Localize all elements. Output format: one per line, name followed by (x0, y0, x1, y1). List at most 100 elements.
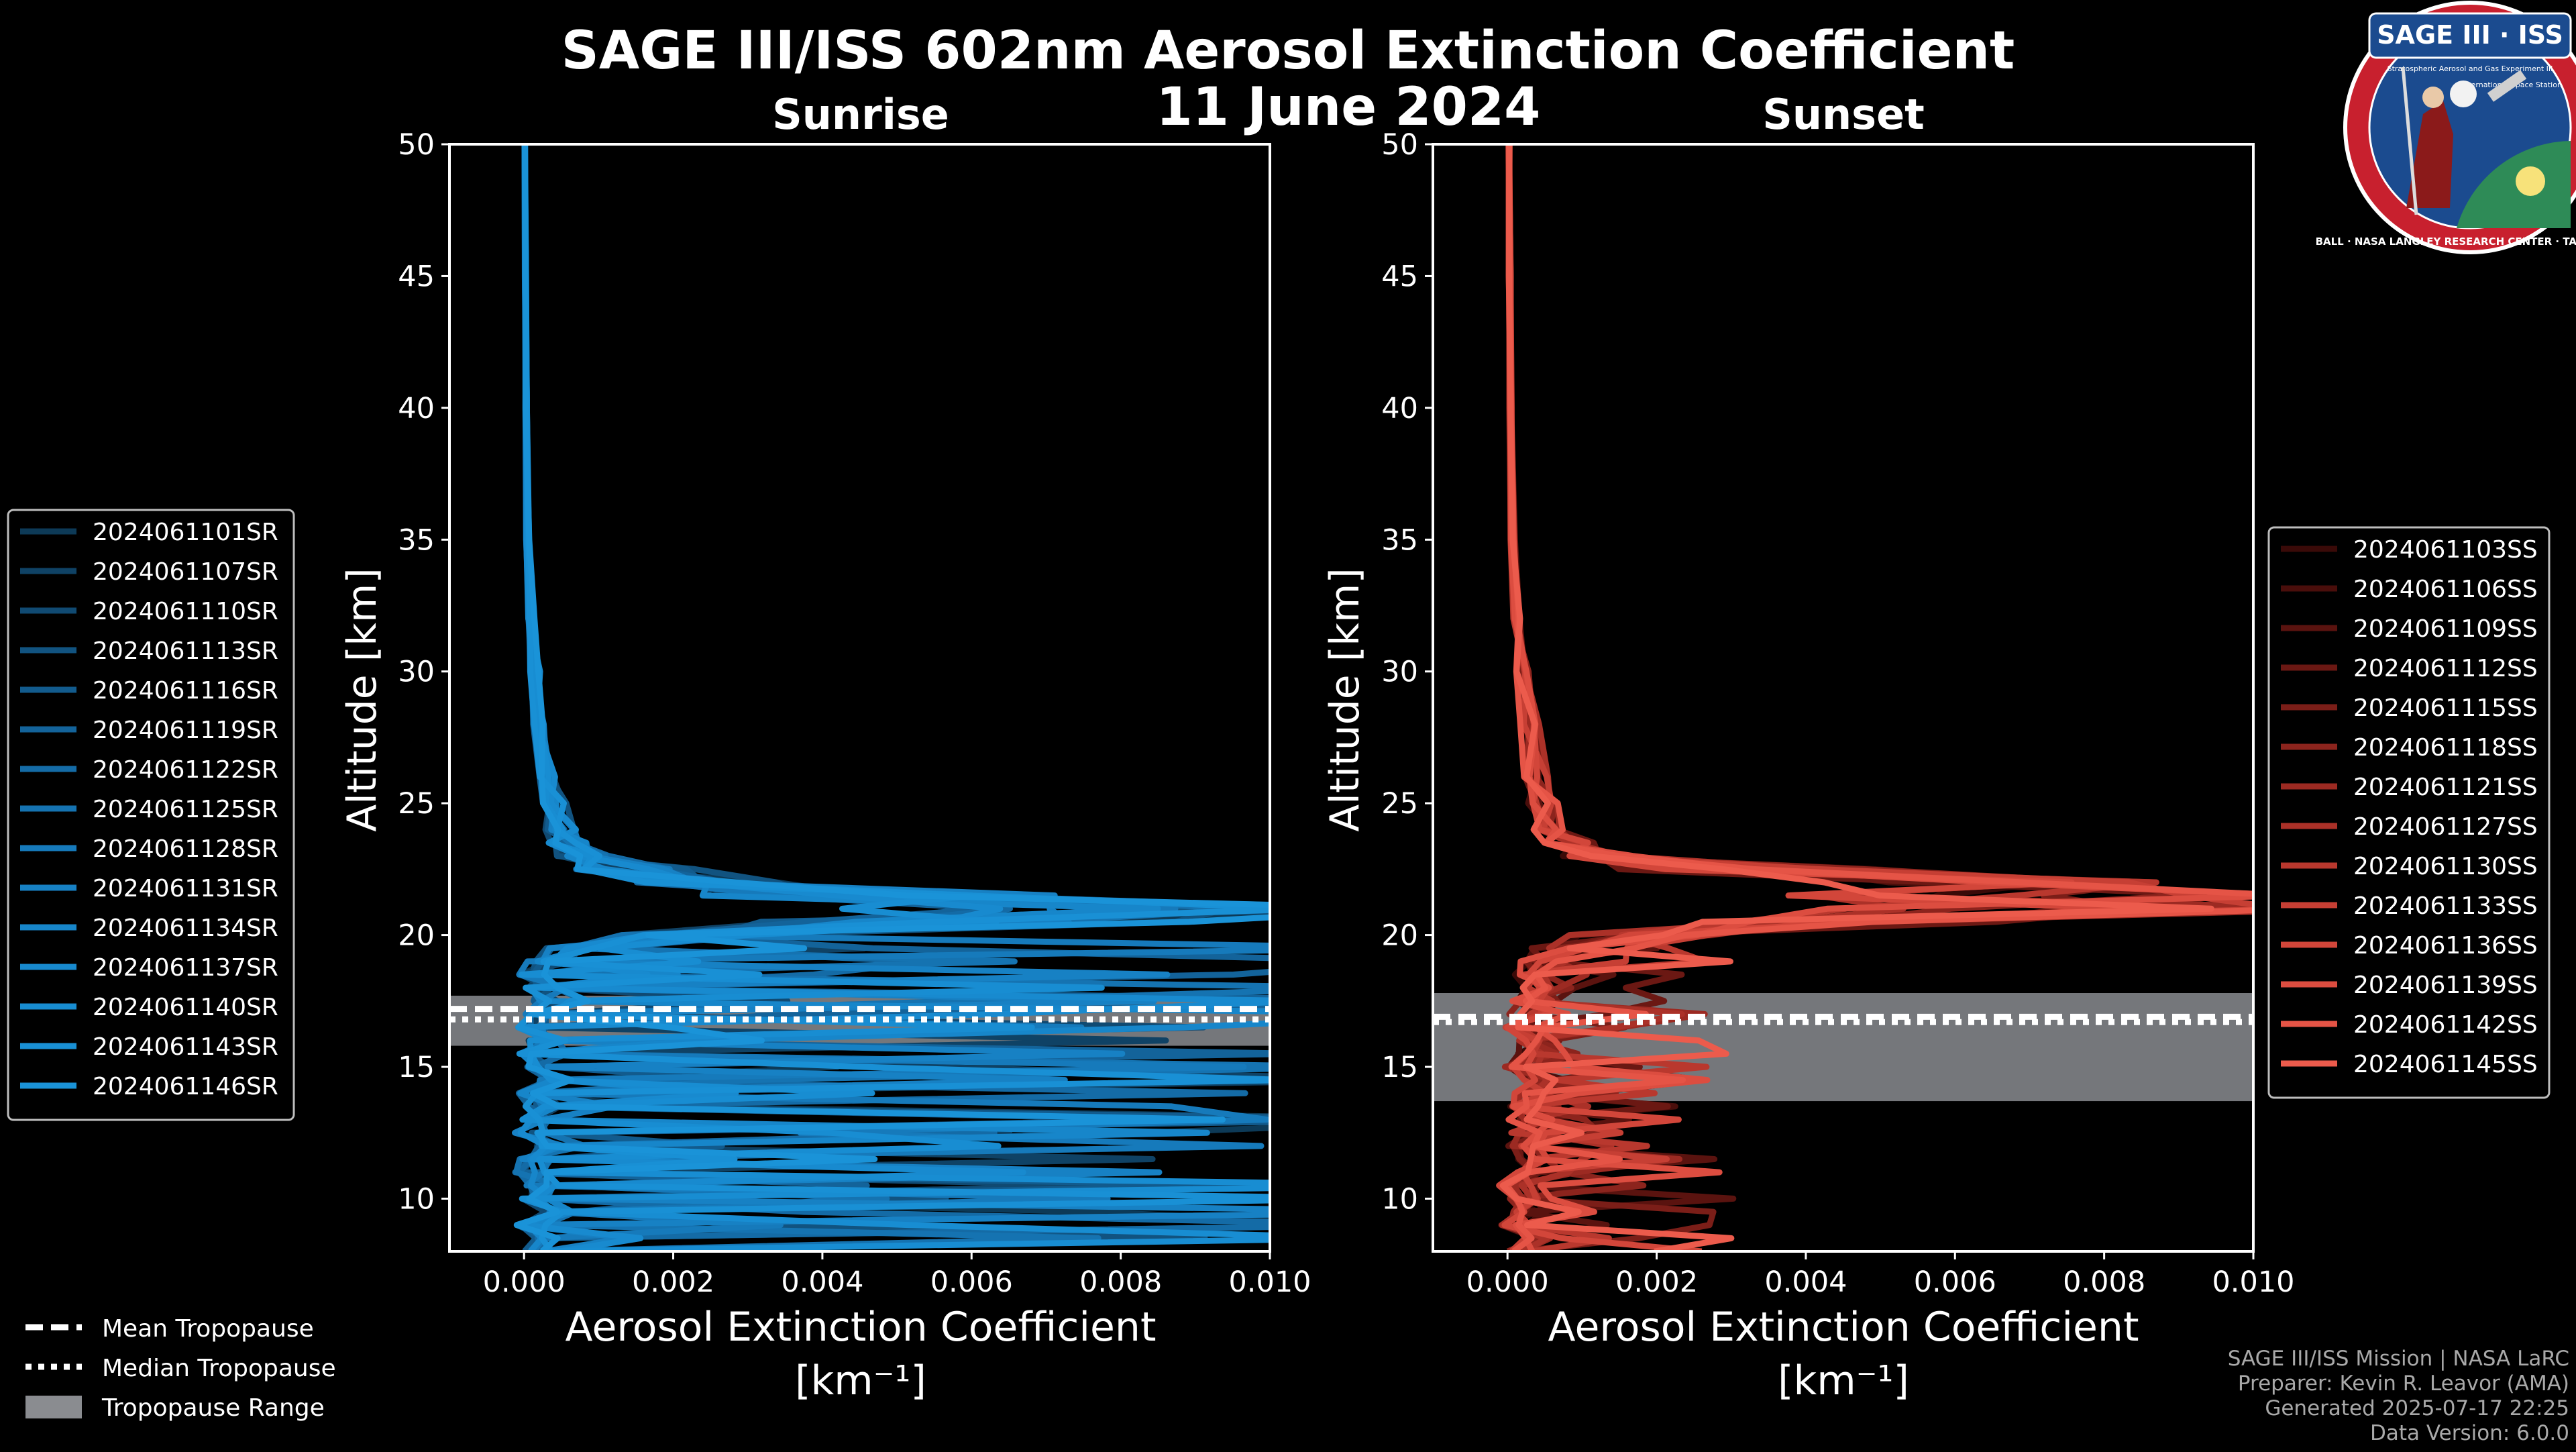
y-tick-label: 35 (1381, 523, 1418, 557)
credits-block: SAGE III/ISS Mission | NASA LaRC Prepare… (2228, 1347, 2569, 1445)
y-tick-label: 20 (398, 919, 435, 953)
legend-label: 2024061121SS (2353, 774, 2538, 801)
tropopause-range-label: Tropopause Range (101, 1394, 325, 1422)
x-tick-label: 0.000 (483, 1265, 566, 1299)
legend-label: 2024061133SS (2353, 892, 2538, 920)
x-tick-label: 0.006 (1914, 1265, 1996, 1299)
legend-label: 2024061110SR (93, 598, 278, 625)
legend-label: 2024061146SR (93, 1073, 278, 1100)
series-line-2024061145SS (1499, 144, 2214, 1251)
iss-station-icon (2487, 70, 2527, 102)
legend-label: 2024061103SS (2353, 536, 2538, 564)
sunset-x-axis-label: Aerosol Extinction Coefficient (1548, 1304, 2139, 1351)
legend-label: 2024061113SR (93, 637, 278, 665)
legend-label: 2024061112SS (2353, 655, 2538, 682)
legend-label: 2024061122SR (93, 756, 278, 784)
legend-label: 2024061136SS (2353, 932, 2538, 960)
earth-limb-icon (2457, 141, 2571, 228)
series-line-2024061146SR (513, 144, 1270, 1251)
legend-label: 2024061142SS (2353, 1011, 2538, 1039)
legend-label: 2024061127SS (2353, 813, 2538, 841)
y-tick-label: 45 (1381, 260, 1418, 293)
legend-label: 2024061134SR (93, 915, 278, 942)
y-tick-label: 10 (398, 1182, 435, 1216)
sunrise-legend: 2024061101SR 2024061107SR 2024061110SR 2024… (7, 509, 295, 1121)
legend-label: 2024061118SS (2353, 734, 2538, 762)
astronomer-head-icon (2422, 87, 2444, 108)
logo-label: SAGE III · ISS (2377, 20, 2563, 50)
credit-line-2: Preparer: Kevin R. Leavor (AMA) (2238, 1371, 2569, 1396)
sunrise-x-axis-unit: [km⁻¹] (795, 1357, 926, 1404)
x-tick-label: 0.004 (781, 1265, 863, 1299)
moon-icon (2450, 81, 2477, 107)
tropopause-legend: Mean Tropopause Median Tropopause Tropop… (25, 1315, 336, 1422)
y-tick-label: 30 (1381, 656, 1418, 689)
x-tick-label: 0.006 (930, 1265, 1013, 1299)
y-tick-label: 20 (1381, 919, 1418, 953)
sunrise-y-axis-label: Altitude [km] (339, 568, 386, 832)
credit-line-4: Data Version: 6.0.0 (2370, 1421, 2569, 1445)
plot-frame (448, 143, 1271, 1253)
sunrise-x-axis-label: Aerosol Extinction Coefficient (566, 1304, 1157, 1351)
y-tick-label: 30 (398, 656, 435, 689)
telescope-staff-icon (2401, 66, 2418, 215)
astronomer-figure-icon (2406, 101, 2453, 208)
main-title-line2: 11 June 2024 (1157, 77, 1541, 138)
y-tick-label: 15 (1381, 1051, 1418, 1084)
legend-label: 2024061128SR (93, 835, 278, 863)
sunset-plot-panel: 10 15 20 25 30 35 40 45 50 0.000 0.002 0.004 0.006 0.… (1381, 128, 2294, 1299)
x-tick-label: 0.002 (1615, 1265, 1698, 1299)
logo-banner (2368, 12, 2572, 59)
y-tick-label: 15 (398, 1051, 435, 1084)
legend-label: 2024061119SR (93, 717, 278, 744)
sun-icon (2516, 166, 2545, 196)
legend-label: 2024061125SR (93, 796, 278, 823)
legend-box (2267, 526, 2551, 1099)
x-tick-label: 0.000 (1466, 1265, 1549, 1299)
median-tropopause-label: Median Tropopause (102, 1355, 336, 1382)
legend-label: 2024061131SR (93, 875, 278, 902)
sunset-y-axis-label: Altitude [km] (1322, 568, 1368, 832)
legend-label: 2024061137SR (93, 954, 278, 982)
legend-label: 2024061107SR (93, 558, 278, 586)
mission-logo: SAGE III · ISS Stratospheric Aerosol and… (2316, 1, 2576, 254)
legend-label: 2024061116SR (93, 677, 278, 705)
x-tick-label: 0.008 (1079, 1265, 1162, 1299)
logo-ring-text: BALL · NASA LANGLEY RESEARCH CENTER · TA… (2316, 236, 2576, 248)
legend-label: 2024061115SS (2353, 694, 2538, 722)
y-tick-label: 40 (1381, 392, 1418, 425)
series-line-2024061142SS (1503, 144, 2253, 1251)
legend-label: 2024061145SS (2353, 1051, 2538, 1078)
y-tick-label: 40 (398, 392, 435, 425)
mean-tropopause-label: Mean Tropopause (102, 1315, 314, 1343)
legend-label: 2024061140SR (93, 994, 278, 1021)
x-tick-label: 0.010 (1228, 1265, 1311, 1299)
logo-inner-text-1: Stratospheric Aerosol and Gas Experiment… (2387, 64, 2553, 73)
y-tick-label: 50 (398, 128, 435, 162)
y-tick-label: 50 (1381, 128, 1418, 162)
legend-label: 2024061109SS (2353, 615, 2538, 643)
series-line-2024061140SR (518, 144, 1270, 1251)
sunrise-plot-panel: 10 15 20 25 30 35 40 45 50 0.000 0.002 0.004 0.006 0.… (398, 128, 1311, 1299)
credit-line-3: Generated 2025-07-17 22:25 (2265, 1396, 2569, 1420)
x-tick-label: 0.002 (632, 1265, 714, 1299)
y-tick-label: 25 (1381, 787, 1418, 821)
sunset-panel-title: Sunset (1762, 90, 1925, 139)
legend-box (7, 509, 295, 1121)
sunset-legend: 2024061103SS 2024061106SS 2024061109SS 2024… (2267, 526, 2551, 1099)
sunrise-panel-title: Sunrise (772, 90, 949, 139)
legend-label: 2024061143SR (93, 1033, 278, 1061)
legend-label: 2024061106SS (2353, 576, 2538, 603)
y-tick-label: 35 (398, 523, 435, 557)
legend-label: 2024061130SS (2353, 853, 2538, 880)
x-tick-label: 0.004 (1764, 1265, 1847, 1299)
sunset-x-axis-unit: [km⁻¹] (1778, 1357, 1909, 1404)
legend-label: 2024061101SR (93, 519, 278, 546)
credit-line-1: SAGE III/ISS Mission | NASA LaRC (2228, 1347, 2569, 1371)
x-tick-label: 0.008 (2063, 1265, 2145, 1299)
legend-label: 2024061139SS (2353, 972, 2538, 999)
plot-frame (1432, 143, 2255, 1253)
y-tick-label: 25 (398, 787, 435, 821)
y-tick-label: 45 (398, 260, 435, 293)
